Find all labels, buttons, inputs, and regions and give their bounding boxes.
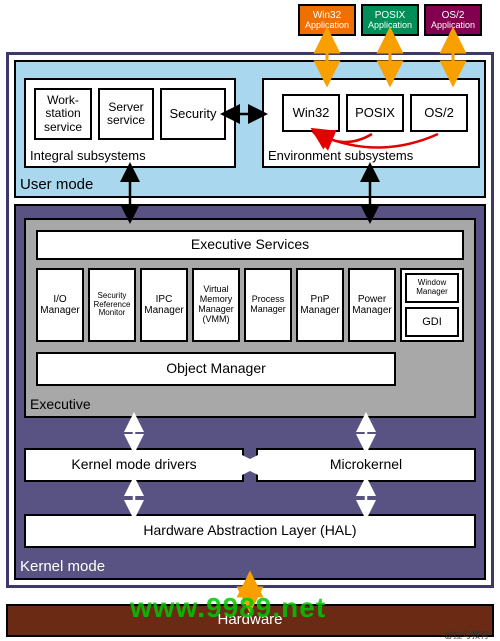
- srm-box: Security Reference Monitor: [88, 268, 136, 342]
- win32-app-l2: Application: [305, 21, 349, 31]
- pnp-box: PnP Manager: [296, 268, 344, 342]
- hal-box: Hardware Abstraction Layer (HAL): [24, 514, 476, 548]
- workstation-box: Work- station service: [34, 88, 92, 140]
- diagram-canvas: Win32 Application POSIX Application OS/2…: [0, 0, 500, 641]
- process-box: Process Manager: [244, 268, 292, 342]
- vmm-box: Virtual Memory Manager (VMM): [192, 268, 240, 342]
- posix-app-l1: POSIX: [375, 10, 406, 21]
- environment-label: Environment subsystems: [268, 148, 413, 163]
- drivers-box: Kernel mode drivers: [24, 448, 244, 482]
- win32-app: Win32 Application: [298, 4, 356, 36]
- gdi-box: GDI: [405, 307, 459, 337]
- posix-app: POSIX Application: [361, 4, 419, 36]
- env-os2-box: OS/2: [410, 94, 468, 132]
- executive-label: Executive: [30, 396, 91, 412]
- os2-app: OS/2 Application: [424, 4, 482, 36]
- security-box: Security: [160, 88, 226, 140]
- winmgr-box: Window Manager: [405, 273, 459, 303]
- power-box: Power Manager: [348, 268, 396, 342]
- microkernel-box: Microkernel: [256, 448, 476, 482]
- attribution-text: @拉勾教育: [444, 628, 489, 641]
- os2-app-l2: Application: [431, 21, 475, 31]
- win32-app-l1: Win32: [313, 10, 341, 21]
- integral-label: Integral subsystems: [30, 148, 146, 163]
- env-posix-box: POSIX: [346, 94, 404, 132]
- env-win32-box: Win32: [282, 94, 340, 132]
- ipc-box: IPC Manager: [140, 268, 188, 342]
- watermark-text: www.9989.net: [130, 592, 326, 624]
- io-manager-box: I/O Manager: [36, 268, 84, 342]
- os2-app-l1: OS/2: [442, 10, 465, 21]
- exec-services-box: Executive Services: [36, 230, 464, 260]
- object-manager-box: Object Manager: [36, 352, 396, 386]
- kernel-mode-label: Kernel mode: [20, 558, 105, 575]
- posix-app-l2: Application: [368, 21, 412, 31]
- server-box: Server service: [98, 88, 154, 140]
- user-mode-label: User mode: [20, 176, 93, 193]
